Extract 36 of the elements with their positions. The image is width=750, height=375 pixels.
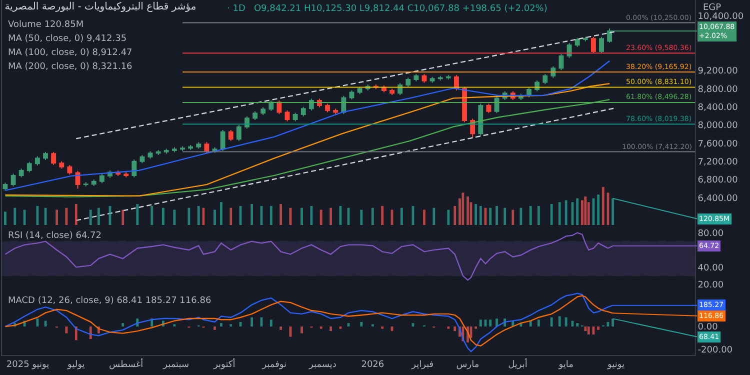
x-tick-label: مارس: [456, 360, 480, 370]
y-tick-label: 80.00: [698, 228, 724, 239]
y-tick-label: 10,400.00: [698, 12, 744, 22]
x-tick-label: أبريل: [508, 358, 528, 370]
x-tick-label: يونيو: [606, 360, 626, 370]
x-tick-label: نوفمبر: [261, 360, 287, 370]
y-tick-label: 6,400.00: [698, 194, 738, 204]
x-tick-label: 2026: [361, 360, 384, 370]
chart-title: مؤشر قطاع البتروكيماويات - البورصة المصرية: [4, 1, 196, 12]
y-tick-label: 40.00: [698, 263, 724, 274]
annotation: Volume 120.85M: [8, 20, 84, 30]
y-tick-label: 6,800.00: [698, 176, 738, 186]
annotation: MA (200, close, 0) 8,321.16: [8, 62, 133, 72]
y-tick-label: 8,000.00: [698, 121, 738, 132]
chart-subtitle: · 1D O9,842.21 H10,125.30 L9,812.44 C10,067.88 +198.65 (+2.02%): [227, 4, 548, 14]
x-tick-label: يوليو: [66, 360, 86, 370]
annotation: MA (50, close, 0) 9,412.35: [8, 34, 127, 44]
y-tick-label: 0.00: [698, 322, 718, 333]
x-tick-label: أغسطس: [109, 358, 144, 370]
y-tick-label: 8,400.00: [698, 102, 738, 113]
annotation: RSI (14, close) 64.72: [8, 231, 102, 241]
x-tick-label: يونيو 2025: [6, 360, 50, 370]
x-tick-label: سبتمبر: [162, 360, 189, 370]
y-tick-label: 20.00: [698, 280, 724, 291]
x-tick-label: فبراير: [410, 360, 434, 370]
y-tick-label: 7,600.00: [698, 139, 738, 150]
annotation: MACD (12, 26, close, 9) 68.41 185.27 116.86: [8, 296, 212, 306]
y-axis-title: EGP: [703, 3, 722, 13]
x-tick-label: أكتوبر: [212, 358, 236, 370]
x-tick-label: ديسمبر: [308, 360, 336, 370]
x-tick-label: مايو: [558, 360, 574, 370]
y-tick-label: 7,200.00: [698, 158, 738, 168]
annotation: MA (100, close, 0) 8,912.47: [8, 48, 132, 58]
y-tick-label: 9,200.00: [698, 66, 738, 77]
y-tick-label: 8,800.00: [698, 84, 738, 95]
y-tick-label: -200.00: [698, 345, 733, 356]
